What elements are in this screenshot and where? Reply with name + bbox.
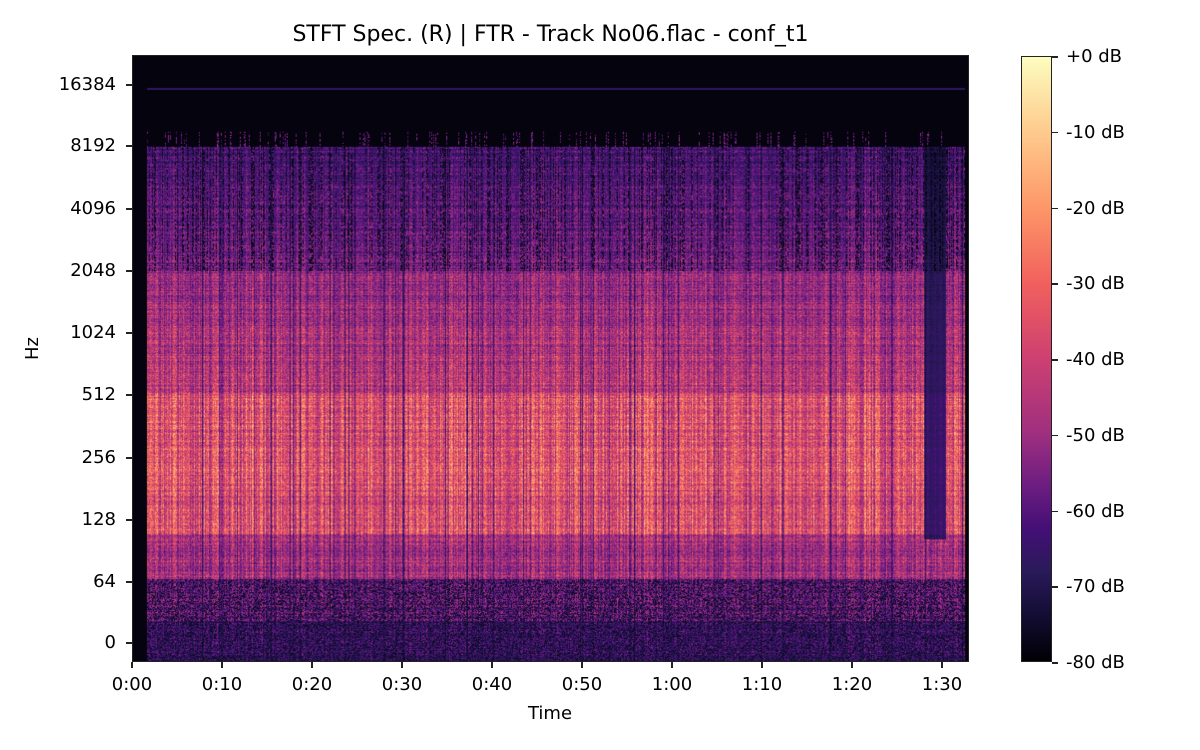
y-tick: 8192 xyxy=(0,136,132,156)
y-tick-label: 16384 xyxy=(58,74,116,95)
colorbar-tick-mark xyxy=(1052,56,1058,58)
y-tick-label: 1024 xyxy=(70,322,116,343)
chart-title: STFT Spec. (R) | FTR - Track No06.flac -… xyxy=(292,22,809,47)
y-tick: 512 xyxy=(0,385,132,405)
colorbar-tick-label: -40 dB xyxy=(1066,349,1125,370)
x-tick-label: 1:30 xyxy=(921,674,963,695)
y-tick: 16384 xyxy=(0,75,132,95)
y-tick: 4096 xyxy=(0,199,132,219)
x-tick-mark xyxy=(491,662,493,668)
y-tick-label: 256 xyxy=(81,447,116,468)
spectrogram-image xyxy=(133,56,968,661)
x-tick-label: 1:00 xyxy=(651,674,693,695)
y-tick-mark xyxy=(126,394,132,396)
y-tick-mark xyxy=(126,519,132,521)
x-tick: 0:00 xyxy=(92,662,172,702)
x-tick-label: 1:10 xyxy=(741,674,783,695)
x-axis-label: Time xyxy=(527,703,573,724)
colorbar-tick-mark xyxy=(1052,662,1058,664)
x-tick-mark xyxy=(401,662,403,668)
colorbar-tick-label: -70 dB xyxy=(1066,576,1125,598)
y-tick-label: 4096 xyxy=(70,198,116,219)
colorbar-tick-mark xyxy=(1052,434,1058,437)
x-tick-mark xyxy=(221,662,223,668)
x-tick-label: 0:50 xyxy=(561,674,603,695)
x-tick-mark xyxy=(941,662,943,668)
y-tick: 64 xyxy=(0,572,132,592)
colorbar-tick-label: -60 dB xyxy=(1066,500,1125,522)
y-tick-mark xyxy=(126,84,132,86)
x-tick: 1:10 xyxy=(722,662,802,702)
colorbar-tick-label: -30 dB xyxy=(1066,273,1125,295)
x-tick-mark xyxy=(581,662,583,668)
y-tick-label: 0 xyxy=(104,632,116,653)
colorbar-tick-label: +0 dB xyxy=(1066,46,1123,67)
x-tick-label: 0:20 xyxy=(291,674,333,695)
x-tick: 1:30 xyxy=(902,662,982,702)
y-tick-label: 2048 xyxy=(70,260,116,281)
x-tick-mark xyxy=(671,662,673,668)
colorbar-tick-label: -10 dB xyxy=(1066,121,1125,143)
x-tick: 0:20 xyxy=(272,662,352,702)
spectrogram-plot-area xyxy=(132,55,969,662)
y-tick: 1024 xyxy=(0,323,132,343)
y-tick-label: 128 xyxy=(81,509,116,530)
colorbar-tick-mark xyxy=(1052,359,1058,361)
y-tick-mark xyxy=(126,208,132,210)
x-tick: 0:40 xyxy=(452,662,532,702)
x-tick-label: 1:20 xyxy=(831,674,873,695)
colorbar-tick-label: -80 dB xyxy=(1066,652,1125,673)
y-tick-mark xyxy=(126,332,132,334)
colorbar-tick-label: -20 dB xyxy=(1066,197,1125,219)
x-tick: 0:50 xyxy=(542,662,622,702)
y-tick: 0 xyxy=(0,633,132,653)
y-tick-mark xyxy=(126,145,132,147)
colorbar-tick-mark xyxy=(1052,586,1058,588)
colorbar-tick-mark xyxy=(1052,131,1058,134)
x-tick-mark xyxy=(851,662,853,668)
x-tick-mark xyxy=(131,662,133,668)
x-tick: 1:00 xyxy=(632,662,712,702)
x-tick-label: 0:40 xyxy=(471,674,513,695)
colorbar-tick-mark xyxy=(1052,510,1058,512)
y-tick-mark xyxy=(126,270,132,272)
x-tick-label: 0:10 xyxy=(201,674,243,695)
colorbar xyxy=(1021,56,1052,662)
x-tick: 1:20 xyxy=(812,662,892,702)
y-tick: 2048 xyxy=(0,261,132,281)
colorbar-tick-label: -50 dB xyxy=(1066,424,1125,446)
y-tick-label: 512 xyxy=(81,384,116,405)
y-tick-mark xyxy=(126,457,132,459)
y-tick-mark xyxy=(126,581,132,583)
y-tick-label: 8192 xyxy=(70,135,116,156)
colorbar-tick-mark xyxy=(1052,207,1058,209)
y-tick-label: 64 xyxy=(93,571,116,592)
y-axis-label: Hz xyxy=(22,337,43,360)
colorbar-tick-mark xyxy=(1052,283,1058,285)
x-tick-mark xyxy=(311,662,313,668)
x-tick-label: 0:00 xyxy=(111,674,153,695)
x-tick: 0:30 xyxy=(362,662,442,702)
y-tick-mark xyxy=(126,642,132,644)
y-tick: 256 xyxy=(0,448,132,468)
x-tick-mark xyxy=(761,662,763,668)
x-tick: 0:10 xyxy=(182,662,262,702)
y-tick: 128 xyxy=(0,510,132,530)
x-tick-label: 0:30 xyxy=(381,674,423,695)
